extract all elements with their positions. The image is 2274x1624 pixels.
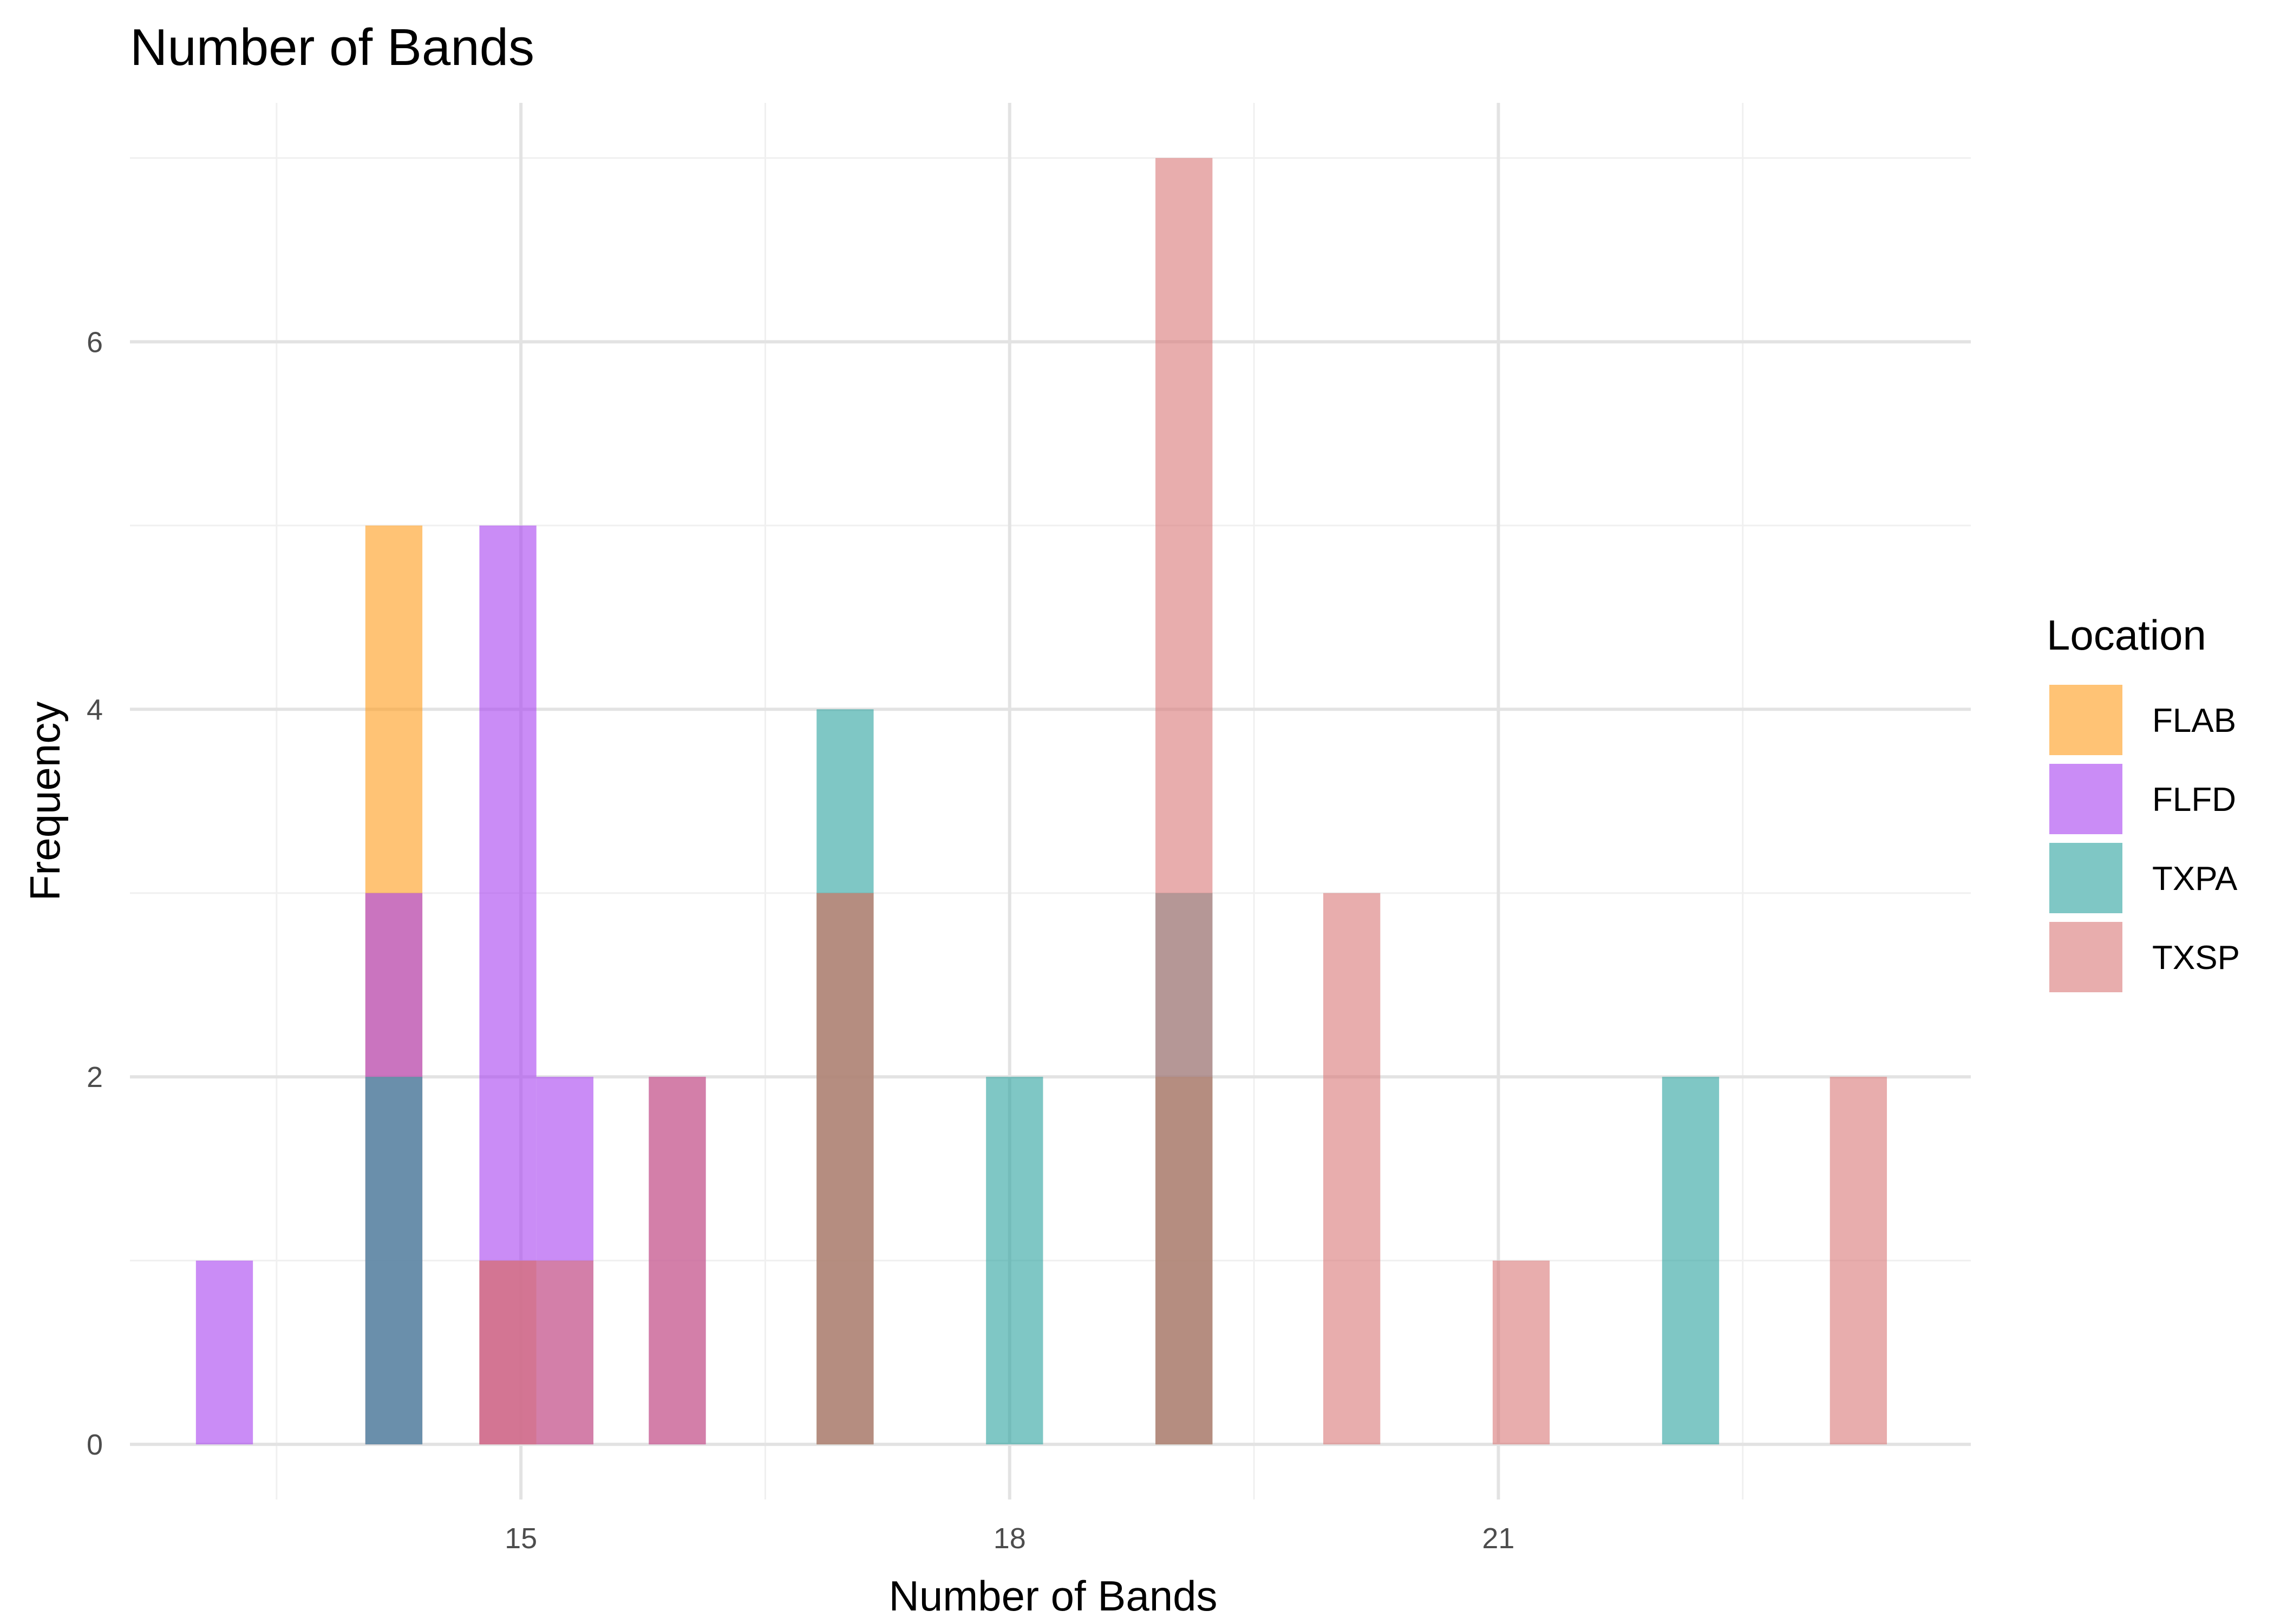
legend-label-flfd: FLFD xyxy=(2152,781,2236,818)
bar-txpa xyxy=(1662,1077,1720,1445)
x-tick-labels: 15 18 21 xyxy=(505,1522,1514,1555)
bar-txsp xyxy=(1492,1260,1550,1445)
x-tick-label: 18 xyxy=(994,1522,1026,1555)
bars xyxy=(195,158,1887,1445)
bar-txsp xyxy=(536,1260,594,1445)
legend-swatch-flab xyxy=(2049,685,2122,755)
bar-flfd xyxy=(195,1260,253,1445)
bar-txsp xyxy=(1323,893,1381,1445)
chart-title: Number of Bands xyxy=(130,18,534,76)
bar-txsp xyxy=(816,893,874,1445)
y-tick-labels: 0 2 4 6 xyxy=(87,326,103,1461)
bar-txpa xyxy=(365,1077,423,1445)
legend-label-txsp: TXSP xyxy=(2152,939,2240,977)
legend-swatch-flfd xyxy=(2049,764,2122,834)
bar-txsp xyxy=(1829,1077,1887,1445)
bar-txsp xyxy=(649,1077,706,1445)
bar-txsp xyxy=(1155,158,1213,1445)
bar-txpa xyxy=(986,1077,1043,1445)
y-tick-label: 0 xyxy=(87,1429,103,1461)
y-tick-label: 6 xyxy=(87,326,103,358)
legend-swatch-txpa xyxy=(2049,843,2122,913)
legend-label-flab: FLAB xyxy=(2152,702,2236,739)
x-axis-title: Number of Bands xyxy=(889,1572,1218,1620)
x-tick-label: 15 xyxy=(505,1522,537,1555)
legend: Location FLAB FLFD TXPA TXSP xyxy=(2047,611,2240,992)
y-tick-label: 4 xyxy=(87,693,103,726)
legend-title: Location xyxy=(2047,611,2206,659)
bar-txsp xyxy=(479,1260,537,1445)
y-tick-label: 2 xyxy=(87,1061,103,1093)
legend-swatch-txsp xyxy=(2049,922,2122,992)
legend-label-txpa: TXPA xyxy=(2152,860,2238,898)
y-axis-title: Frequency xyxy=(21,702,69,901)
x-tick-label: 21 xyxy=(1482,1522,1514,1555)
